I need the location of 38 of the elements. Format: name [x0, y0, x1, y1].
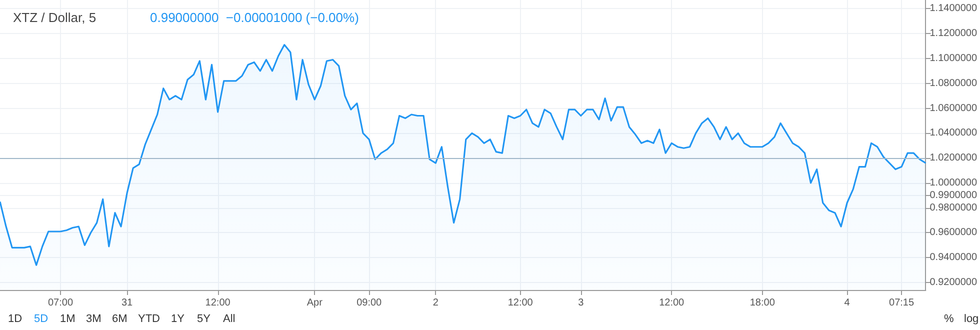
x-tick-label: 2 [432, 298, 439, 308]
y-tick-label: 1.1400000 [930, 3, 978, 14]
text: 1Y [171, 313, 186, 325]
y-tick-label: 1.0600000 [930, 102, 978, 114]
x-tick-label: 18:00 [750, 298, 776, 308]
x-tick-label: 4 [844, 298, 850, 308]
text: 1M [60, 313, 76, 325]
y-tick-label: 1.0400000 [930, 128, 978, 139]
y-tick-label: 0.9800000 [930, 202, 978, 214]
text: 5D [34, 313, 48, 325]
x-tick-label: 07:15 [889, 298, 914, 308]
y-tick-label: 1.0200000 [930, 152, 978, 164]
text: XTZ / Dollar, 5 [13, 10, 96, 25]
text: 1D [8, 313, 22, 325]
text: log [964, 313, 979, 325]
y-tick-label: 1.0000000 [930, 177, 978, 188]
y-tick-label: 0.9600000 [930, 227, 978, 238]
text: % [944, 313, 954, 325]
x-tick-label: 09:00 [356, 298, 382, 308]
text: 0.99000000 −0.00001000 (−0.00%) [150, 10, 359, 25]
text: 6M [112, 313, 128, 325]
y-tick-label: 0.9400000 [930, 252, 978, 264]
y-tick-label: 1.1000000 [930, 53, 978, 64]
text: All [223, 313, 236, 325]
x-tick-label: 12:00 [508, 298, 534, 308]
x-tick-label: 12:00 [205, 298, 231, 308]
y-tick-label: 1.1200000 [930, 28, 978, 40]
x-tick-label: 12:00 [659, 298, 685, 308]
text: 5Y [197, 313, 212, 325]
text: YTD [138, 313, 160, 325]
x-tick-label: 31 [122, 298, 134, 308]
x-tick-label: Apr [306, 298, 324, 308]
y-tick-label: 1.0800000 [930, 78, 978, 89]
y-tick-label: 0.9200000 [930, 277, 978, 288]
x-tick-label: 3 [578, 298, 584, 308]
y-tick-label: 0.9900000 [930, 190, 978, 201]
text: 3M [86, 313, 102, 325]
x-tick-label: 07:00 [48, 298, 74, 308]
